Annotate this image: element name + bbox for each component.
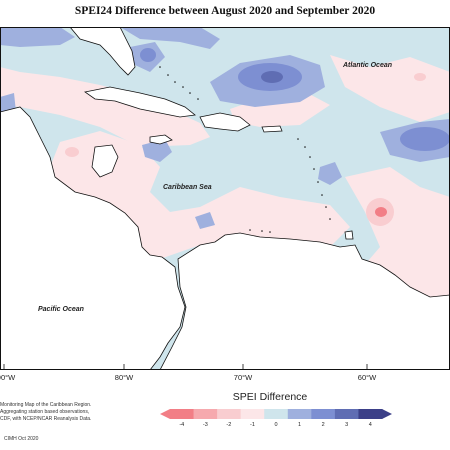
legend-tick-label: 0 bbox=[274, 422, 278, 428]
legend-tick-label: 3 bbox=[345, 422, 349, 428]
central-america-land bbox=[0, 106, 186, 370]
credit-line: Aggregating station based observations, bbox=[0, 409, 90, 415]
map-svg bbox=[0, 27, 450, 370]
legend-tick-label: 4 bbox=[368, 422, 372, 428]
map-panel: Atlantic Ocean Caribbean Sea Pacific Oce… bbox=[0, 27, 450, 370]
jamaica-land bbox=[149, 134, 173, 145]
map-border bbox=[0, 27, 450, 370]
credit-text: Monitoring Map of the Caribbean Region. … bbox=[0, 402, 91, 423]
legend-colorbar bbox=[160, 409, 392, 419]
legend-arrow-left bbox=[160, 409, 170, 419]
credit-line: Monitoring Map of the Caribbean Region. bbox=[0, 402, 92, 408]
pacific-ocean-label: Pacific Ocean bbox=[38, 306, 84, 313]
florida-land bbox=[69, 27, 136, 76]
puerto-rico-land bbox=[261, 125, 283, 133]
lon-label-90w: 90°W bbox=[0, 373, 16, 382]
legend-cell bbox=[264, 409, 289, 419]
map-title: SPEI24 Difference between August 2020 an… bbox=[74, 5, 376, 17]
legend-cell bbox=[334, 409, 359, 419]
legend-tick-label: 2 bbox=[321, 422, 325, 428]
legend-cell bbox=[217, 409, 242, 419]
yucatan-land bbox=[91, 144, 119, 178]
legend-tick-label: 1 bbox=[298, 422, 302, 428]
legend-cell bbox=[311, 409, 336, 419]
lon-label-60w: 60°W bbox=[357, 373, 377, 382]
lon-label-80w: 80°W bbox=[114, 373, 134, 382]
credit-line: CDF, with NCEP/NCAR Reanalysis Data. bbox=[0, 416, 92, 422]
legend-tick-label: -2 bbox=[226, 422, 232, 428]
legend-cell bbox=[170, 409, 195, 419]
cuba-land bbox=[84, 86, 196, 118]
trinidad-land bbox=[344, 230, 354, 240]
legend-title: SPEI Difference bbox=[232, 391, 308, 403]
land-masses bbox=[0, 27, 450, 370]
legend-tick-label: -3 bbox=[202, 422, 208, 428]
south-america-land bbox=[159, 232, 450, 370]
legend-tick-label: -1 bbox=[249, 422, 255, 428]
legend-cell bbox=[240, 409, 265, 419]
legend-arrow-right bbox=[382, 409, 392, 419]
lon-label-70w: 70°W bbox=[233, 373, 253, 382]
strong-negative-spots bbox=[65, 73, 426, 226]
small-islands bbox=[159, 66, 331, 233]
legend-cell bbox=[358, 409, 383, 419]
core-positive-regions bbox=[261, 71, 283, 83]
caribbean-sea-label: Caribbean Sea bbox=[163, 184, 212, 191]
hispaniola-land bbox=[199, 112, 251, 132]
date-stamp: CIMH Oct 2020 bbox=[4, 436, 39, 442]
legend-cell bbox=[193, 409, 218, 419]
atlantic-ocean-label: Atlantic Ocean bbox=[343, 62, 393, 69]
legend-cell bbox=[287, 409, 312, 419]
legend-tick-label: -4 bbox=[179, 422, 185, 428]
